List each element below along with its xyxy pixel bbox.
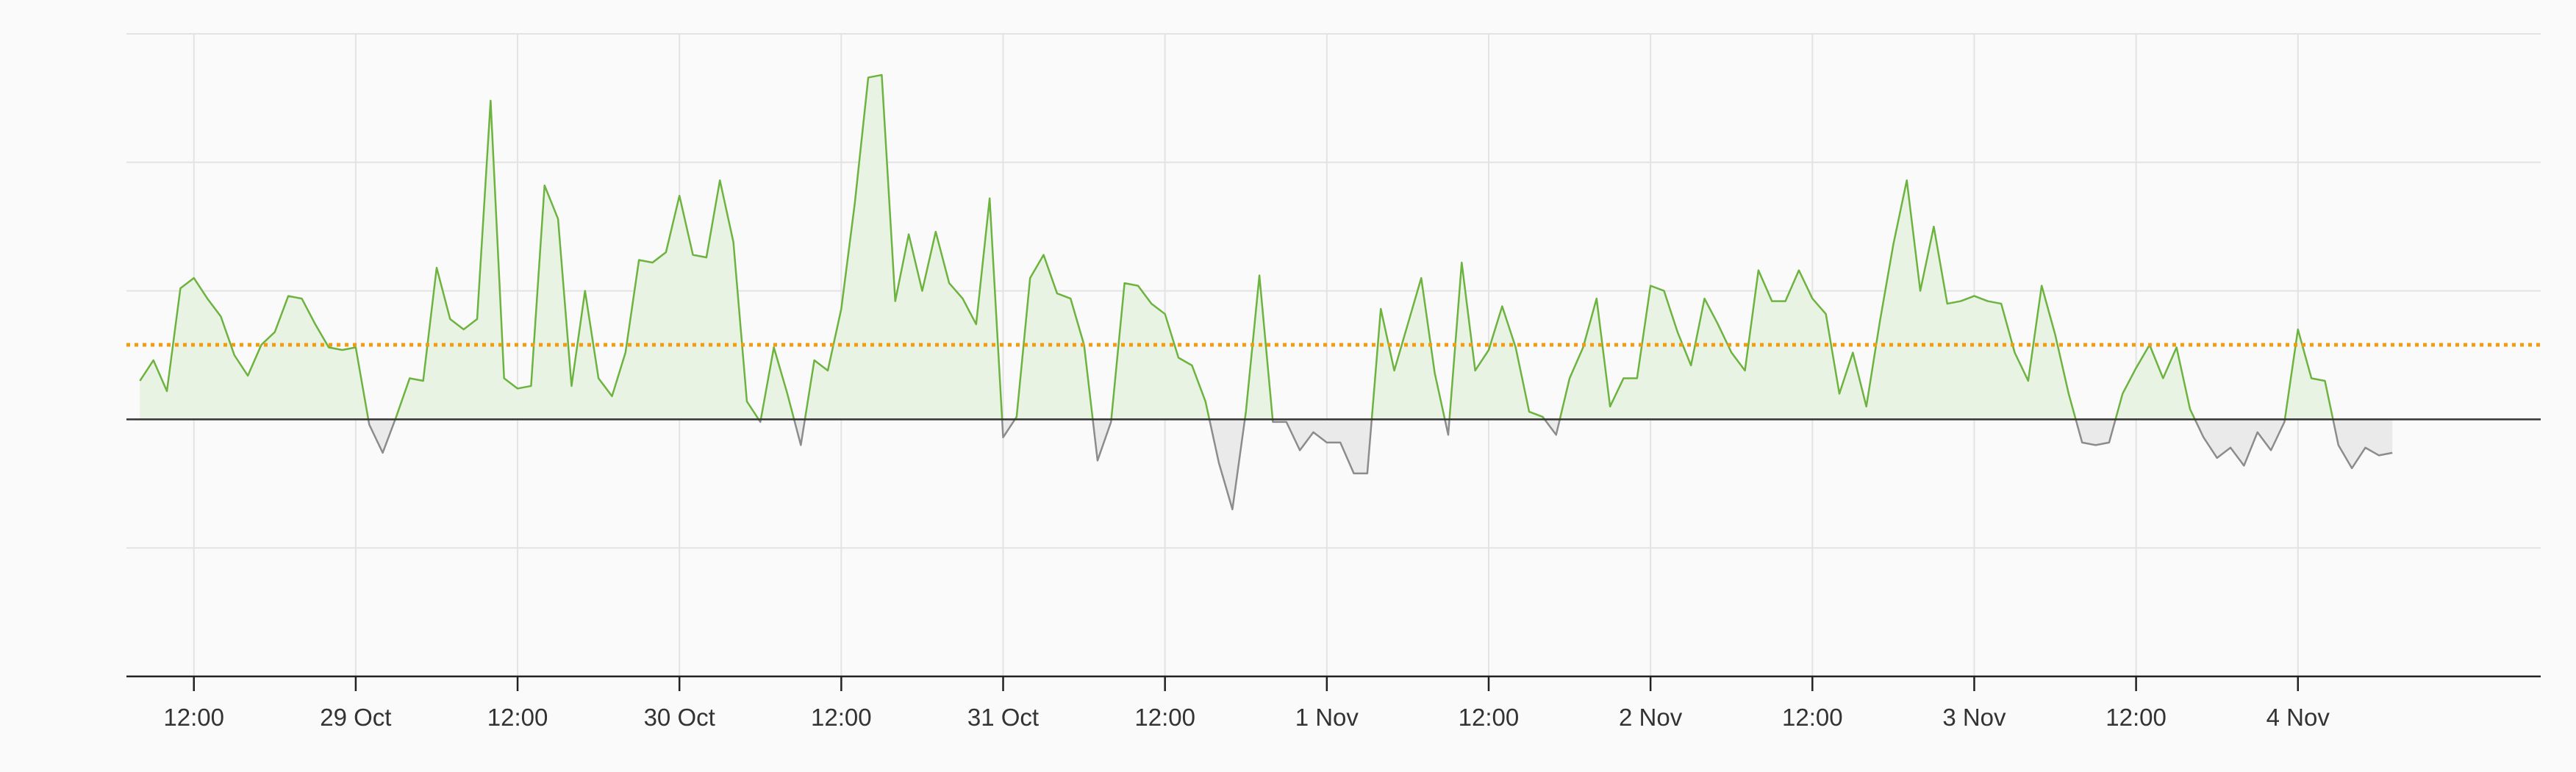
negative-area (368, 419, 2393, 510)
positive-area (140, 74, 2333, 420)
series-line-negative (367, 418, 2393, 511)
x-tick-label-13: 4 Nov (2266, 704, 2330, 731)
x-tick-label-6: 12:00 (1134, 704, 1195, 731)
x-tick-label-0: 12:00 (163, 704, 224, 731)
x-tick-label-4: 12:00 (811, 704, 872, 731)
x-tick-label-9: 2 Nov (1619, 704, 1683, 731)
x-tick-label-8: 12:00 (1459, 704, 1520, 731)
x-tick-label-1: 29 Oct (320, 704, 391, 731)
x-tick-label-3: 30 Oct (644, 704, 715, 731)
x-tick-label-12: 12:00 (2105, 704, 2167, 731)
x-tick-label-10: 12:00 (1782, 704, 1843, 731)
x-tick-label-5: 31 Oct (967, 704, 1039, 731)
x-tick-label-11: 3 Nov (1942, 704, 2006, 731)
x-tick-label-2: 12:00 (487, 704, 548, 731)
x-tick-label-7: 1 Nov (1295, 704, 1359, 731)
